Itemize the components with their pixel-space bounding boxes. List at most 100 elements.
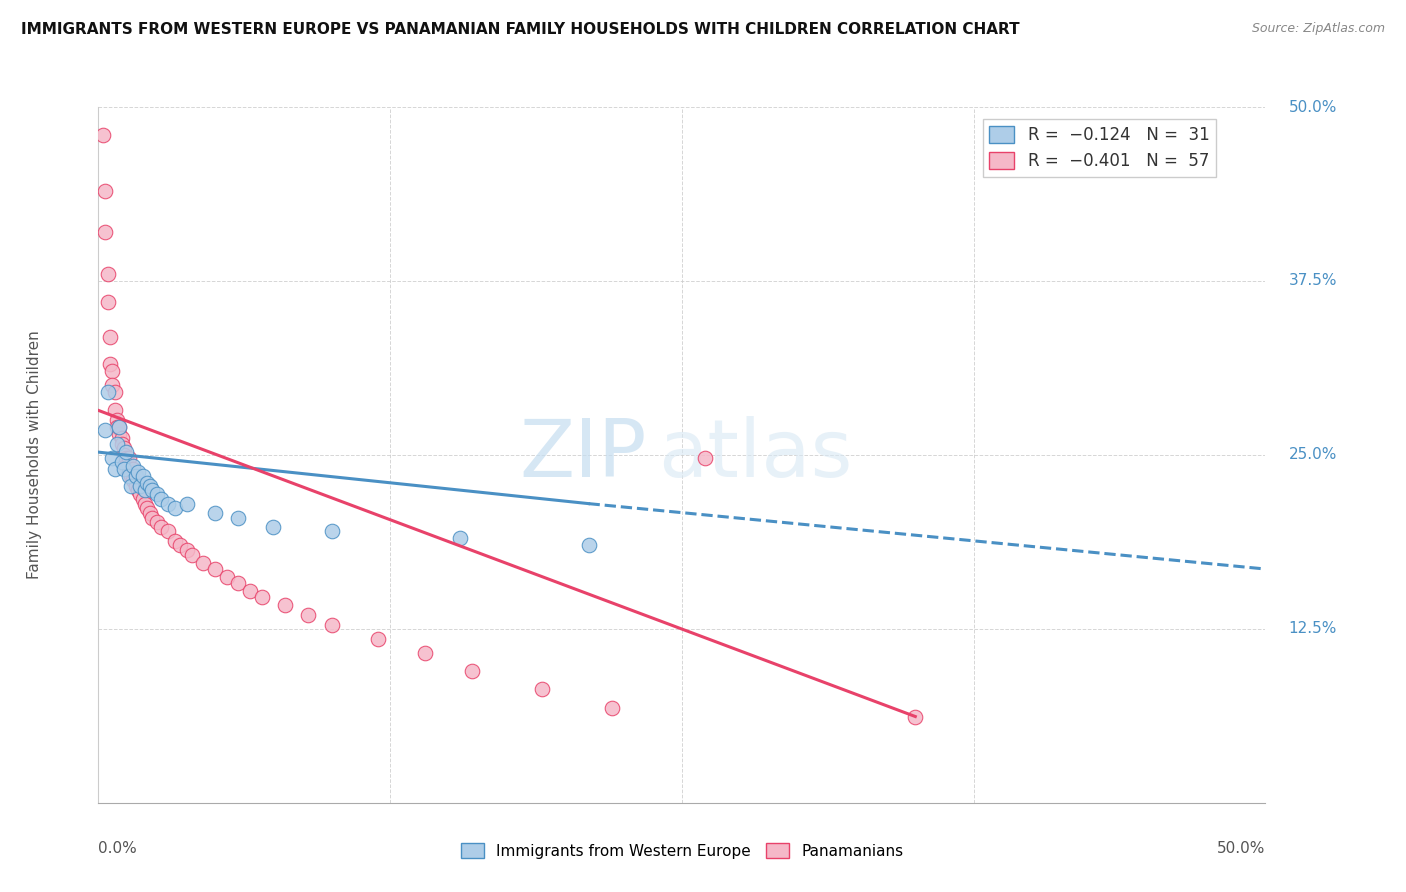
Point (118, 450, 141, 465)
Point (111, 455, 134, 469)
Point (101, 364, 124, 378)
Point (134, 483, 156, 497)
Point (108, 427, 131, 442)
Point (413, 646, 436, 660)
Point (150, 520, 173, 534)
Point (169, 538, 191, 552)
Point (105, 420, 128, 434)
Point (115, 458, 138, 473)
Point (122, 458, 145, 473)
Point (150, 492, 173, 507)
Text: 12.5%: 12.5% (1289, 622, 1337, 636)
Point (118, 465, 141, 479)
Point (165, 534, 187, 549)
Point (141, 483, 163, 497)
Point (98, 358, 121, 372)
Text: 50.0%: 50.0% (1218, 841, 1265, 856)
Point (120, 478, 142, 492)
Point (127, 483, 149, 497)
Point (94, 423, 117, 437)
Point (449, 532, 471, 546)
Text: IMMIGRANTS FROM WESTERN EUROPE VS PANAMANIAN FAMILY HOUSEHOLDS WITH CHILDREN COR: IMMIGRANTS FROM WESTERN EUROPE VS PANAMA… (21, 22, 1019, 37)
Point (193, 557, 215, 571)
Point (122, 462, 145, 476)
Point (97, 267, 120, 281)
Point (112, 462, 135, 476)
Point (97, 294, 120, 309)
Point (97, 385, 120, 400)
Point (101, 378, 124, 392)
Point (530, 681, 553, 696)
Point (141, 510, 163, 524)
Point (274, 598, 297, 612)
Point (321, 524, 343, 539)
Point (176, 542, 198, 557)
Point (578, 538, 600, 552)
Point (91, 128, 114, 142)
Point (98, 329, 121, 343)
Point (108, 420, 131, 434)
Point (129, 487, 152, 501)
Point (115, 450, 138, 465)
Point (94, 184, 117, 198)
Point (250, 590, 273, 604)
Point (600, 701, 623, 715)
Text: 0.0%: 0.0% (98, 841, 138, 856)
Point (215, 570, 238, 584)
Point (125, 468, 148, 483)
Text: 37.5%: 37.5% (1289, 274, 1337, 288)
Text: 50.0%: 50.0% (1289, 100, 1337, 114)
Point (228, 510, 250, 524)
Point (262, 520, 284, 534)
Point (125, 478, 148, 492)
Point (104, 462, 127, 476)
Point (136, 500, 159, 515)
Point (367, 632, 389, 646)
Point (94, 225, 117, 239)
Point (112, 441, 135, 455)
Point (180, 548, 202, 562)
Point (204, 507, 226, 521)
Point (157, 497, 180, 511)
Point (127, 465, 149, 479)
Point (105, 413, 128, 427)
Point (115, 445, 138, 459)
Point (111, 437, 134, 451)
Point (134, 497, 156, 511)
Point (118, 468, 141, 483)
Point (120, 468, 142, 483)
Point (321, 617, 343, 632)
Point (139, 478, 162, 492)
Text: ZIP: ZIP (520, 416, 647, 494)
Point (111, 431, 134, 445)
Point (129, 478, 152, 492)
Point (139, 507, 162, 521)
Point (105, 437, 128, 451)
Point (904, 709, 927, 723)
Point (132, 492, 155, 507)
Point (104, 403, 127, 417)
Point (108, 420, 131, 434)
Point (461, 664, 484, 678)
Text: atlas: atlas (658, 416, 853, 494)
Point (136, 475, 159, 490)
Point (297, 607, 319, 622)
Text: Source: ZipAtlas.com: Source: ZipAtlas.com (1251, 22, 1385, 36)
Point (112, 448, 135, 462)
Point (146, 487, 169, 501)
Point (101, 450, 124, 465)
Text: Family Households with Children: Family Households with Children (27, 331, 42, 579)
Point (132, 468, 155, 483)
Text: 25.0%: 25.0% (1289, 448, 1337, 462)
Point (146, 515, 169, 529)
Point (157, 524, 180, 539)
Point (122, 473, 145, 487)
Point (104, 385, 127, 400)
Point (165, 500, 187, 515)
Legend: Immigrants from Western Europe, Panamanians: Immigrants from Western Europe, Panamani… (454, 837, 910, 864)
Point (176, 497, 198, 511)
Point (228, 576, 250, 591)
Point (695, 450, 717, 465)
Point (239, 584, 262, 599)
Point (204, 562, 226, 576)
